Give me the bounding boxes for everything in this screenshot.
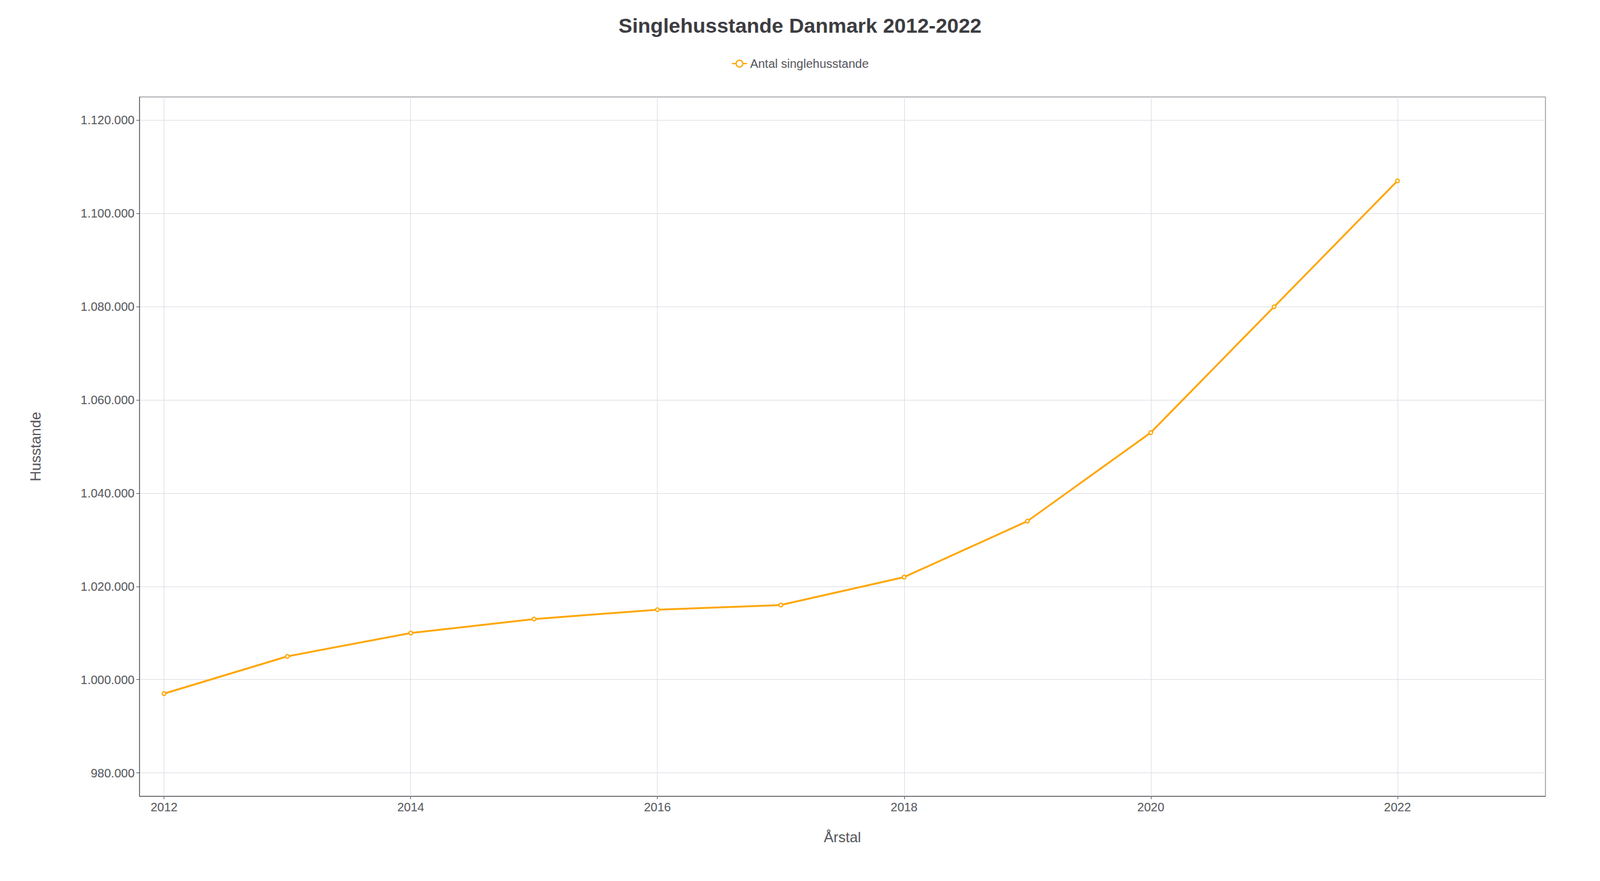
svg-text:1.100.000: 1.100.000 (80, 206, 135, 220)
svg-text:1.000.000: 1.000.000 (80, 673, 135, 687)
svg-text:Årstal: Årstal (823, 829, 861, 846)
svg-text:2022: 2022 (1384, 800, 1412, 814)
svg-text:2012: 2012 (150, 800, 178, 814)
svg-text:Husstande: Husstande (27, 412, 44, 482)
svg-text:2016: 2016 (643, 800, 671, 814)
svg-text:1.060.000: 1.060.000 (80, 393, 135, 407)
svg-text:Singlehusstande Danmark 2012-2: Singlehusstande Danmark 2012-2022 (618, 13, 982, 37)
svg-text:1.080.000: 1.080.000 (80, 300, 135, 314)
svg-text:1.020.000: 1.020.000 (80, 580, 135, 594)
svg-text:1.040.000: 1.040.000 (80, 486, 135, 500)
svg-text:980.000: 980.000 (90, 766, 135, 780)
svg-text:1.120.000: 1.120.000 (80, 113, 135, 127)
svg-text:2018: 2018 (890, 800, 919, 814)
svg-text:2014: 2014 (396, 800, 425, 814)
svg-text:Antal singlehusstande: Antal singlehusstande (750, 56, 870, 71)
svg-text:2020: 2020 (1137, 800, 1165, 814)
